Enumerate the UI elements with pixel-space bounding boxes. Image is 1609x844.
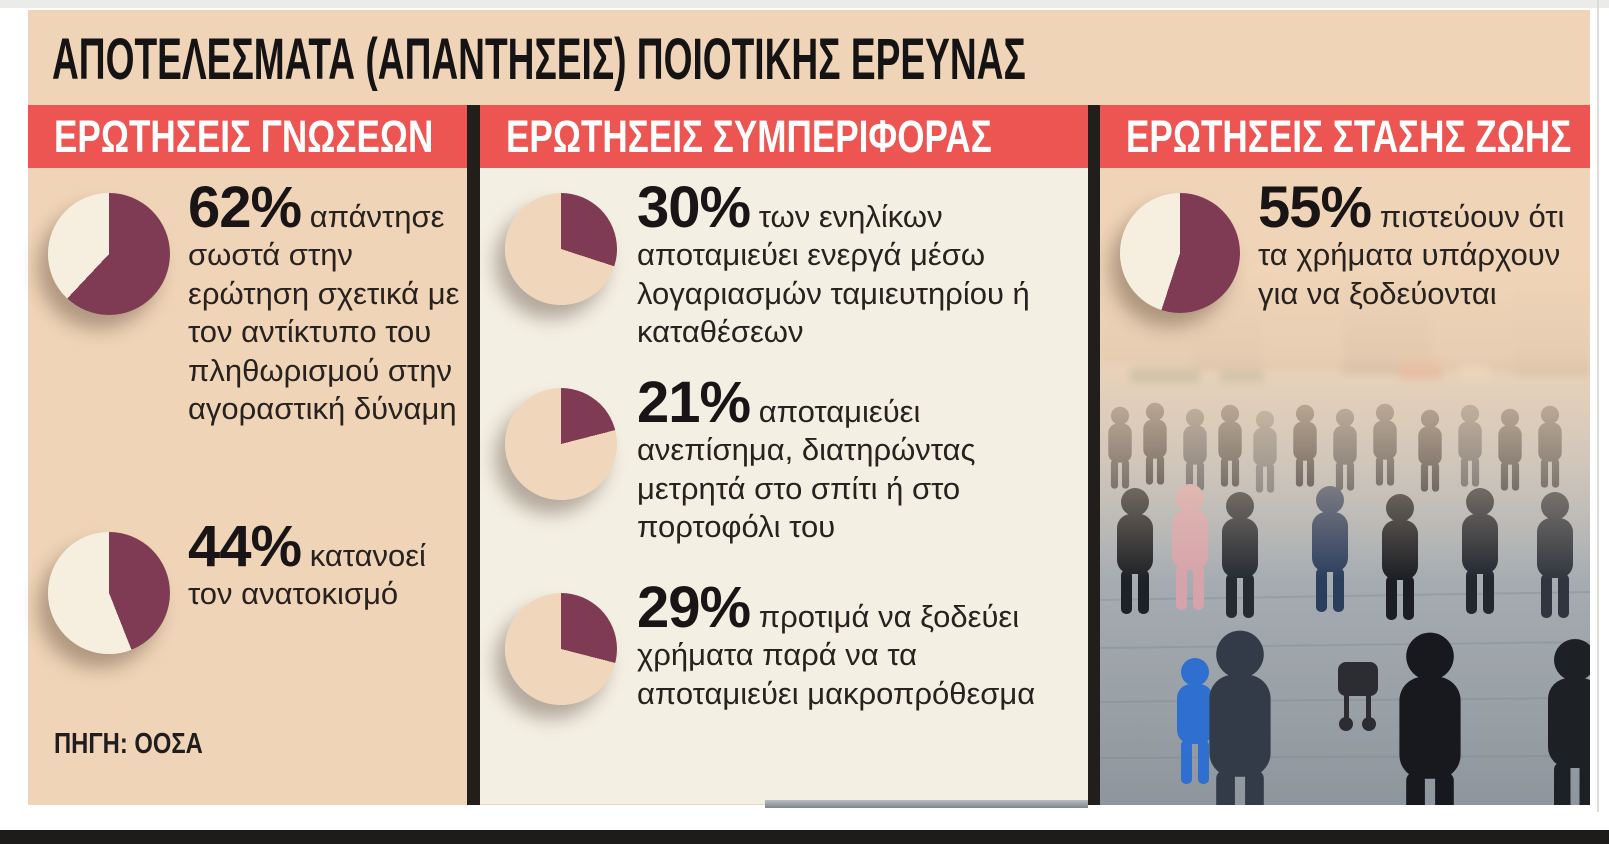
stat-block: 30% των ενηλίκων αποταμιεύει ενεργά μέσω… <box>505 179 1085 352</box>
stat-text: απάντησε σωστά στην ερώτηση σχετικά με τ… <box>188 199 460 427</box>
pie-chart-21-percent <box>505 388 617 500</box>
stat-caption: 44% κατανοεί τον ανατοκισμό <box>188 518 464 614</box>
infographic-panel: ΑΠΟΤΕΛΕΣΜΑΤΑ (ΑΠΑΝΤΗΣΕΙΣ) ΠΟΙΟΤΙΚΗΣ ΕΡΕΥ… <box>28 10 1590 808</box>
stat-block: 44% κατανοεί τον ανατοκισμό <box>48 518 464 654</box>
column-header-behaviour: ΕΡΩΤΗΣΕΙΣ ΣΥΜΠΕΡΙΦΟΡΑΣ <box>480 105 1088 168</box>
photo-bottom-sliver <box>765 800 1088 808</box>
stat-percent: 21% <box>637 370 751 435</box>
column-divider <box>467 105 480 805</box>
stat-percent: 62% <box>188 175 302 240</box>
column-header-label: ΕΡΩΤΗΣΕΙΣ ΣΤΑΣΗΣ ΖΩΗΣ <box>1126 110 1572 162</box>
stat-block: 21% αποταμιεύει ανεπίσημα, διατηρώντας μ… <box>505 374 1085 547</box>
stat-caption: 55% πιστεύουν ότι τα χρήματα υπάρχουν γι… <box>1258 179 1570 313</box>
top-margin-strip <box>0 0 1609 8</box>
bottom-rule <box>0 830 1609 844</box>
pie-chart-30-percent <box>505 193 617 305</box>
column-header-label: ΕΡΩΤΗΣΕΙΣ ΓΝΩΣΕΩΝ <box>54 110 434 162</box>
stat-percent: 30% <box>637 175 751 240</box>
stat-text: κατανοεί τον ανατοκισμό <box>188 538 426 612</box>
stat-block: 55% πιστεύουν ότι τα χρήματα υπάρχουν γι… <box>1120 179 1580 313</box>
pie-chart-62-percent <box>48 193 170 315</box>
pie-chart-29-percent <box>505 593 617 705</box>
stat-percent: 29% <box>637 575 751 640</box>
stat-text: αποταμιεύει ανεπίσημα, διατηρώντας μετρη… <box>637 394 976 545</box>
stat-caption: 29% προτιμά να ξοδεύει χρήματα παρά να τ… <box>637 579 1085 713</box>
street-crowd-photo <box>1100 270 1590 805</box>
street-photo-illustration <box>1100 270 1590 805</box>
column-header-knowledge: ΕΡΩΤΗΣΕΙΣ ΓΝΩΣΕΩΝ <box>28 105 467 168</box>
stat-caption: 30% των ενηλίκων αποταμιεύει ενεργά μέσω… <box>637 179 1085 352</box>
stat-caption: 21% αποταμιεύει ανεπίσημα, διατηρώντας μ… <box>637 374 1085 547</box>
column-header-attitude: ΕΡΩΤΗΣΕΙΣ ΣΤΑΣΗΣ ΖΩΗΣ <box>1100 105 1590 168</box>
column-divider <box>1088 105 1100 805</box>
stat-block: 62% απάντησε σωστά στην ερώτηση σχετικά … <box>48 179 464 429</box>
stat-percent: 44% <box>188 514 302 579</box>
stat-text: προτιμά να ξοδεύει χρήματα παρά να τα απ… <box>637 599 1036 711</box>
stat-percent: 55% <box>1258 175 1372 240</box>
stat-caption: 62% απάντησε σωστά στην ερώτηση σχετικά … <box>188 179 464 429</box>
stat-block: 29% προτιμά να ξοδεύει χρήματα παρά να τ… <box>505 579 1085 713</box>
pie-chart-55-percent <box>1120 193 1240 313</box>
stat-text: των ενηλίκων αποταμιεύει ενεργά μέσω λογ… <box>637 199 1030 350</box>
page-title: ΑΠΟΤΕΛΕΣΜΑΤΑ (ΑΠΑΝΤΗΣΕΙΣ) ΠΟΙΟΤΙΚΗΣ ΕΡΕΥ… <box>52 27 1026 92</box>
column-header-label: ΕΡΩΤΗΣΕΙΣ ΣΥΜΠΕΡΙΦΟΡΑΣ <box>506 110 992 162</box>
pie-chart-44-percent <box>48 532 170 654</box>
source-credit: ΠΗΓΗ: ΟΟΣΑ <box>54 728 203 760</box>
page-edge-line <box>1597 0 1599 812</box>
